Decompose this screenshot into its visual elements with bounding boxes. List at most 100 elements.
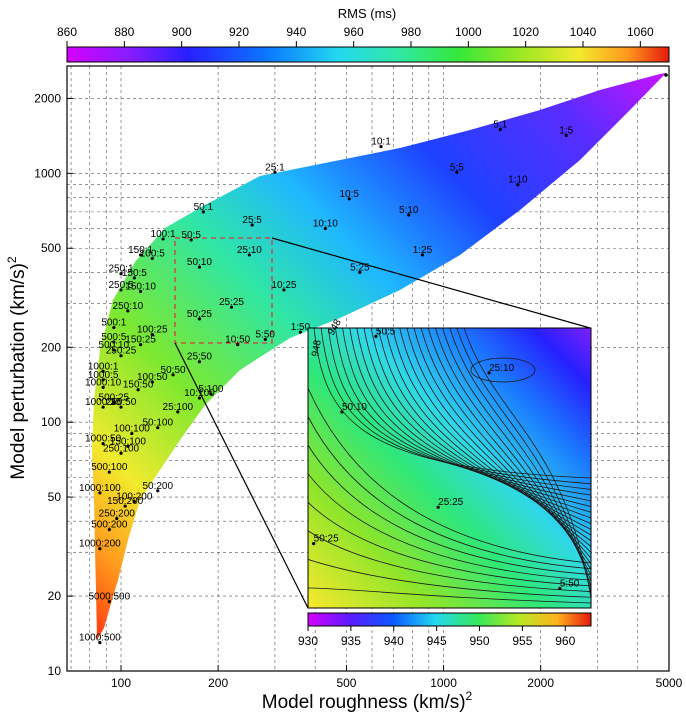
data-point-label: 5:50 bbox=[256, 329, 276, 340]
data-point-label: 250:100 bbox=[103, 443, 140, 454]
data-point-label: 50:10 bbox=[187, 257, 212, 268]
inset-data-point bbox=[374, 334, 378, 338]
data-point-label: 5:25 bbox=[350, 262, 370, 273]
data-point bbox=[156, 489, 160, 493]
inset-colorbar-tick-label: 930 bbox=[298, 634, 318, 648]
data-point bbox=[273, 170, 277, 174]
contour-line bbox=[470, 357, 536, 383]
y-tick-label: 2000 bbox=[34, 91, 61, 105]
contour-line bbox=[308, 530, 591, 592]
inset-data-point bbox=[558, 586, 562, 591]
contour-line bbox=[308, 587, 591, 604]
contour-line bbox=[308, 501, 591, 587]
inset-data-point-label: 50:5 bbox=[376, 326, 396, 337]
data-point bbox=[664, 73, 668, 77]
data-point-label: 500:100 bbox=[91, 462, 128, 473]
data-point-label: 150:200 bbox=[107, 496, 144, 507]
contour-line bbox=[320, 328, 591, 485]
y-axis-label-sup: 2 bbox=[5, 256, 19, 263]
data-point bbox=[119, 451, 123, 455]
contour-line bbox=[313, 328, 591, 479]
data-point-label: 5:100 bbox=[198, 384, 223, 395]
contour-line bbox=[363, 328, 591, 519]
colorbar-tick-label: 1040 bbox=[570, 25, 597, 39]
data-point bbox=[98, 491, 102, 495]
data-point-label: 500:200 bbox=[91, 520, 128, 531]
data-point bbox=[101, 369, 105, 373]
data-point-label: 100:200 bbox=[116, 491, 153, 502]
data-point-label: 50:5 bbox=[181, 230, 201, 241]
colorbar-tick-label: 960 bbox=[344, 25, 364, 39]
data-point-label: 150:100 bbox=[110, 436, 147, 447]
data-point-label: 250:10 bbox=[113, 301, 144, 312]
data-point-label: 100:50 bbox=[137, 372, 168, 383]
contour-line bbox=[442, 328, 591, 582]
contour-line bbox=[308, 473, 591, 581]
data-point bbox=[201, 210, 205, 214]
plot-frame bbox=[66, 65, 670, 672]
colorbar-tick-label: 860 bbox=[57, 25, 77, 39]
data-point bbox=[112, 400, 116, 405]
y-tick-label: 1000 bbox=[34, 166, 61, 180]
data-point bbox=[229, 305, 234, 309]
rms-surface bbox=[92, 73, 666, 640]
data-point bbox=[197, 265, 202, 269]
data-point bbox=[263, 337, 267, 342]
y-tick-label: 100 bbox=[41, 415, 61, 429]
data-point-label: 10:25 bbox=[271, 280, 296, 291]
inset-colorbar-tick-label: 935 bbox=[341, 634, 361, 648]
data-point bbox=[358, 270, 362, 274]
data-point-label: 25:100 bbox=[163, 402, 194, 413]
colorbar-tick-label: 1000 bbox=[455, 25, 482, 39]
inset-data-point-label: 25:25 bbox=[438, 497, 463, 508]
data-point-label: 250:50 bbox=[106, 397, 137, 408]
data-point-label: 150:5 bbox=[122, 268, 147, 279]
data-point bbox=[115, 516, 119, 521]
data-point bbox=[455, 170, 459, 174]
data-point bbox=[197, 360, 202, 364]
data-point-label: 1:25 bbox=[413, 245, 433, 256]
inset-data-point-label: 5:50 bbox=[560, 578, 580, 589]
data-point-label: 5:5 bbox=[450, 162, 464, 173]
inset-colorbar-tick-label: 955 bbox=[512, 634, 532, 648]
inset-colorbar-tick-label: 950 bbox=[469, 634, 489, 648]
data-point bbox=[112, 325, 116, 330]
data-point-label: 5:10 bbox=[399, 205, 419, 216]
data-point-label: 1000:100 bbox=[79, 483, 121, 494]
data-point bbox=[101, 378, 105, 382]
y-axis-label-text: Model perturbation (km/s) bbox=[8, 263, 29, 479]
data-point-label: 250:5 bbox=[109, 280, 134, 291]
data-point-label: 50:100 bbox=[142, 418, 173, 429]
zoom-connector-bottom bbox=[174, 342, 309, 609]
data-point-label: 1000:500 bbox=[79, 633, 121, 644]
data-point bbox=[298, 330, 303, 334]
data-point-label: 25:10 bbox=[237, 245, 262, 256]
inset-data-point bbox=[312, 542, 316, 546]
colorbar-tick-label: 920 bbox=[229, 25, 249, 39]
data-point-label: 500:25 bbox=[99, 392, 130, 403]
data-point-label: 1:10 bbox=[508, 175, 528, 186]
contour-line bbox=[335, 328, 591, 496]
data-point bbox=[189, 238, 193, 242]
data-point-label: 5:1 bbox=[493, 120, 507, 131]
data-point bbox=[236, 342, 240, 347]
data-point bbox=[171, 373, 175, 377]
inset-data-point bbox=[487, 371, 491, 375]
data-point bbox=[107, 600, 111, 604]
data-point bbox=[564, 133, 568, 138]
data-point bbox=[112, 340, 116, 344]
data-point-label: 150:10 bbox=[125, 282, 156, 293]
contour-line bbox=[308, 559, 591, 598]
colorbar-title: RMS (ms) bbox=[338, 6, 397, 21]
inset-data-point-label: 50:25 bbox=[314, 534, 339, 545]
data-point-label: 1:5 bbox=[559, 125, 573, 136]
x-tick-label: 5000 bbox=[656, 676, 683, 690]
contour-line bbox=[349, 328, 591, 507]
data-point-label: 25:5 bbox=[242, 215, 262, 226]
data-point-label: 150:25 bbox=[125, 335, 156, 346]
contour-line bbox=[342, 328, 591, 502]
data-point-label: 5000:500 bbox=[88, 592, 130, 603]
data-point bbox=[119, 354, 123, 358]
x-axis-label-sup: 2 bbox=[466, 689, 473, 703]
